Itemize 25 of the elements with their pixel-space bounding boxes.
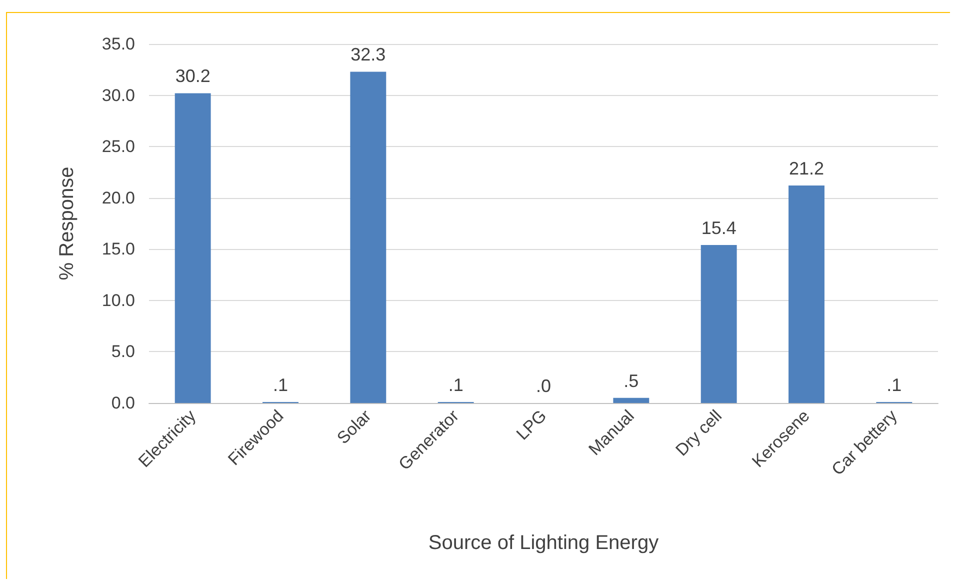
y-tick-label: 10.0 bbox=[102, 290, 135, 310]
y-axis-title: % Response bbox=[56, 166, 78, 280]
data-label: .1 bbox=[448, 374, 464, 395]
y-tick-label: 20.0 bbox=[102, 188, 135, 208]
bar bbox=[613, 398, 650, 403]
data-label: 21.2 bbox=[788, 158, 824, 179]
bar bbox=[350, 72, 386, 403]
y-tick-label: 5.0 bbox=[111, 342, 135, 362]
y-tick-label: 30.0 bbox=[102, 86, 135, 105]
data-label: .0 bbox=[536, 376, 552, 396]
y-tick-label: 25.0 bbox=[102, 137, 135, 156]
x-axis-title: Source of Lighting Energy bbox=[428, 532, 659, 554]
bar bbox=[788, 186, 824, 403]
data-label: .1 bbox=[886, 374, 902, 395]
data-label: 15.4 bbox=[701, 218, 736, 238]
y-tick-label: 15.0 bbox=[102, 240, 135, 259]
y-tick-label: 0.0 bbox=[111, 394, 135, 412]
bar bbox=[700, 245, 737, 403]
y-tick-label: 35.0 bbox=[102, 34, 135, 54]
x-tick-label: Dry cell bbox=[672, 406, 726, 460]
data-label: 32.3 bbox=[350, 44, 386, 65]
data-label: .5 bbox=[624, 370, 639, 391]
bar bbox=[174, 93, 211, 403]
data-label: .1 bbox=[272, 374, 288, 395]
data-label: 30.2 bbox=[175, 66, 210, 86]
